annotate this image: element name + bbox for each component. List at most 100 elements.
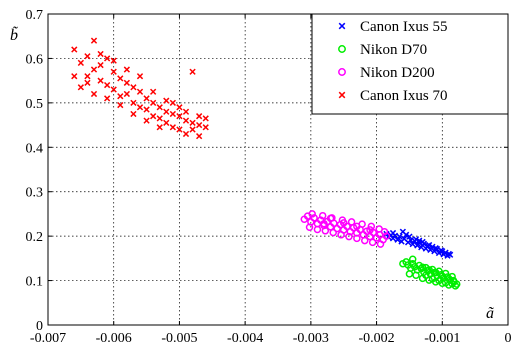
marker-stroke — [189, 119, 196, 126]
data-point — [380, 227, 389, 236]
marker-stroke — [123, 79, 130, 86]
marker-stroke — [399, 228, 406, 235]
marker-stroke — [429, 243, 436, 250]
marker-stroke — [136, 88, 144, 95]
data-point — [143, 95, 150, 102]
marker-stroke — [156, 124, 163, 131]
data-point — [77, 59, 84, 67]
data-point — [318, 211, 327, 220]
legend-entry: Nikon D200 — [338, 65, 435, 81]
data-point — [150, 113, 157, 120]
data-point — [90, 66, 98, 73]
data-point — [425, 266, 433, 274]
data-point — [442, 249, 449, 256]
marker-stroke — [77, 59, 84, 67]
y-tick-label: 0.2 — [26, 230, 44, 245]
marker-stroke — [414, 242, 421, 249]
marker-stroke — [432, 245, 439, 252]
data-point — [399, 228, 406, 235]
marker-stroke — [123, 90, 130, 98]
data-point — [196, 133, 203, 140]
marker-stroke — [143, 95, 150, 102]
data-point — [104, 81, 111, 89]
data-point — [414, 242, 421, 249]
data-point — [347, 218, 356, 226]
marker-stroke — [176, 113, 183, 120]
data-point — [176, 126, 183, 133]
data-point — [150, 99, 157, 106]
marker-stroke — [84, 79, 91, 86]
data-point — [71, 73, 78, 80]
data-point — [150, 88, 157, 95]
marker-stroke — [389, 229, 397, 237]
marker-stroke — [169, 99, 176, 106]
data-point — [308, 210, 316, 218]
data-point — [367, 222, 376, 231]
data-point — [428, 275, 437, 283]
data-point — [196, 113, 203, 120]
marker-stroke — [447, 251, 454, 258]
data-point — [176, 104, 183, 111]
legend-label: Canon Ixus 70 — [360, 88, 448, 104]
data-point — [202, 115, 209, 122]
data-point — [163, 119, 170, 126]
data-point — [189, 119, 196, 126]
data-point — [130, 110, 137, 118]
data-point — [396, 233, 403, 240]
marker-stroke — [394, 236, 401, 243]
data-point — [429, 243, 436, 250]
data-point — [123, 90, 130, 98]
marker-stroke — [104, 81, 111, 89]
x-axis-label: ã — [486, 305, 494, 322]
marker-stroke — [427, 246, 434, 254]
data-point — [399, 259, 407, 268]
x-tick-label: -0.002 — [358, 331, 394, 346]
axis-ticks: -0.007 -0.006 -0.005 -0.004 -0.003 -0.002 -0.0… — [26, 8, 512, 346]
marker-stroke — [409, 241, 416, 248]
data-point — [104, 55, 111, 62]
data-point — [412, 271, 420, 279]
y-tick-label: 0.3 — [26, 186, 44, 201]
marker-stroke — [136, 104, 144, 111]
series-canon-ixus-55 — [383, 228, 454, 259]
data-point — [305, 223, 314, 232]
data-point — [408, 255, 417, 263]
data-point — [182, 108, 190, 115]
data-point — [182, 117, 190, 124]
data-point — [156, 104, 163, 111]
x-tick-label: -0.003 — [293, 331, 329, 346]
data-point — [412, 236, 420, 243]
marker-stroke — [130, 99, 137, 106]
data-point — [416, 237, 423, 244]
y-tick-label: 0.7 — [26, 8, 44, 23]
data-point — [136, 104, 144, 111]
marker-stroke — [196, 133, 203, 140]
marker-stroke — [117, 93, 124, 100]
data-point — [130, 84, 137, 91]
legend-entry: Nikon D70 — [338, 42, 427, 58]
data-point — [321, 227, 330, 235]
y-tick-label: 0.4 — [26, 141, 44, 156]
data-point — [110, 68, 117, 75]
marker-stroke — [406, 233, 413, 240]
data-point — [110, 57, 117, 64]
marker-stroke — [338, 91, 346, 99]
legend-label: Nikon D70 — [360, 42, 427, 58]
marker-stroke — [143, 117, 150, 124]
marker-stroke — [150, 99, 157, 106]
data-point — [130, 99, 137, 106]
data-point — [176, 113, 183, 120]
legend: Canon Ixus 55 Nikon D70 Nikon D200 Canon Ix… — [311, 13, 509, 115]
marker-stroke — [97, 77, 104, 84]
marker-stroke — [182, 130, 190, 138]
marker-stroke — [416, 237, 423, 244]
marker-stroke — [439, 248, 446, 255]
marker-stroke — [71, 46, 78, 53]
marker-stroke — [396, 233, 403, 240]
marker-stroke — [419, 238, 426, 246]
marker-stroke — [163, 108, 170, 115]
y-tick-label: 0 — [36, 319, 43, 334]
data-point — [143, 106, 150, 113]
marker-stroke — [150, 113, 157, 120]
marker-stroke — [90, 90, 98, 98]
